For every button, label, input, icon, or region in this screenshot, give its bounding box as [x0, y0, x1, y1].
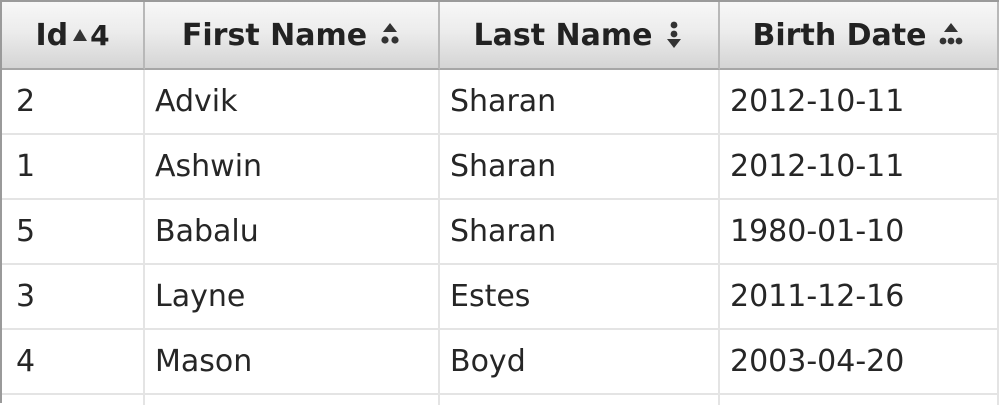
table-cell-last-name[interactable]: Estes [440, 265, 720, 330]
empty-row-cell [720, 395, 999, 405]
column-header-label: Last Name [473, 17, 653, 53]
empty-row-cell [145, 395, 440, 405]
table-cell-first-name[interactable]: Babalu [145, 200, 440, 265]
sort-ascending-arrow-icon: 4 [72, 18, 110, 52]
sort-ascending-dots-icon [938, 22, 964, 48]
table-cell-birth-date[interactable]: 2012-10-11 [720, 135, 999, 200]
table-cell-first-name[interactable]: Mason [145, 330, 440, 395]
table-cell-last-name[interactable]: Sharan [440, 200, 720, 265]
column-header-id[interactable]: Id 4 [2, 2, 145, 70]
table-cell-birth-date[interactable]: 2003-04-20 [720, 330, 999, 395]
table-cell-birth-date[interactable]: 1980-01-10 [720, 200, 999, 265]
sort-order-number: 4 [90, 18, 110, 52]
empty-row-cell [2, 395, 145, 405]
column-header-birth-date[interactable]: Birth Date [720, 2, 999, 70]
table-cell-first-name[interactable]: Layne [145, 265, 440, 330]
table-cell-birth-date[interactable]: 2012-10-11 [720, 70, 999, 135]
table-cell-id[interactable]: 2 [2, 70, 145, 135]
column-header-label: Id [35, 17, 69, 53]
column-header-last-name[interactable]: Last Name [440, 2, 720, 70]
table-cell-id[interactable]: 3 [2, 265, 145, 330]
table-cell-id[interactable]: 5 [2, 200, 145, 265]
table-cell-birth-date[interactable]: 2011-12-16 [720, 265, 999, 330]
table-cell-first-name[interactable]: Ashwin [145, 135, 440, 200]
table-cell-id[interactable]: 4 [2, 330, 145, 395]
column-header-label: Birth Date [752, 17, 927, 53]
sort-descending-dots-icon [664, 20, 684, 50]
table-cell-last-name[interactable]: Boyd [440, 330, 720, 395]
column-header-first-name[interactable]: First Name [145, 2, 440, 70]
empty-row-cell [440, 395, 720, 405]
column-header-label: First Name [181, 17, 368, 53]
table-cell-id[interactable]: 1 [2, 135, 145, 200]
table-cell-last-name[interactable]: Sharan [440, 70, 720, 135]
sort-ascending-dots-icon [379, 22, 401, 48]
table-cell-last-name[interactable]: Sharan [440, 135, 720, 200]
table-cell-first-name[interactable]: Advik [145, 70, 440, 135]
